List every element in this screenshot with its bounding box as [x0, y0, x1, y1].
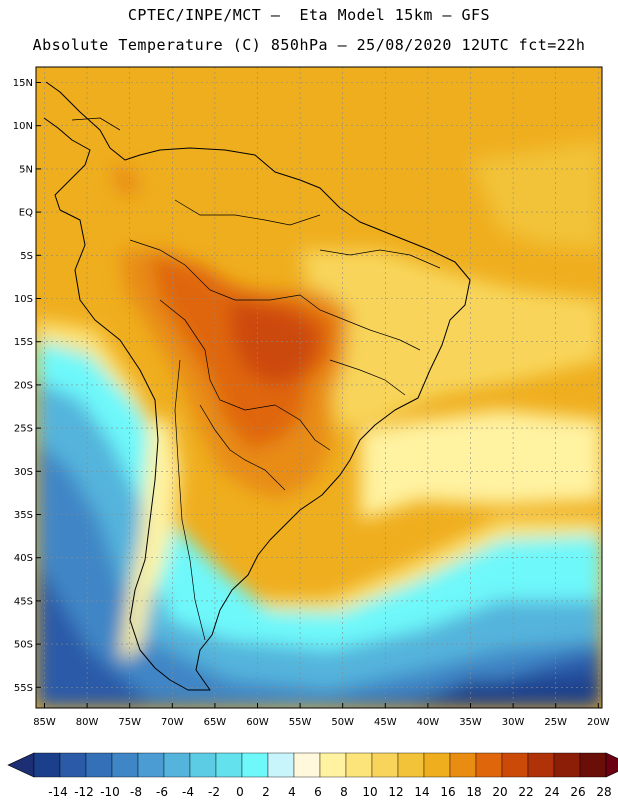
- colorbar-tick-label: -8: [130, 785, 142, 799]
- colorbar-swatch: [189, 752, 217, 778]
- colorbar-swatch: [371, 752, 399, 778]
- longitude-label: 65W: [204, 717, 227, 728]
- colorbar-tick-label: 22: [518, 785, 533, 799]
- colorbar-tick-label: 12: [388, 785, 403, 799]
- colorbar-swatch: [527, 752, 555, 778]
- colorbar-tick-label: -6: [156, 785, 168, 799]
- colorbar-swatch: [397, 752, 425, 778]
- latitude-label: 5S: [20, 251, 33, 262]
- colorbar-swatch: [59, 752, 87, 778]
- latitude-label: 10S: [14, 294, 33, 305]
- latitude-label: 15N: [13, 78, 33, 89]
- latitude-label: 50S: [14, 640, 33, 651]
- colorbar-swatch: [345, 752, 373, 778]
- colorbar-swatch: [215, 752, 243, 778]
- colorbar-tick-label: 0: [236, 785, 244, 799]
- longitude-label: 85W: [33, 717, 56, 728]
- colorbar-swatch: [319, 752, 347, 778]
- graticule: [36, 67, 602, 708]
- longitude-label: 55W: [289, 717, 312, 728]
- latitude-label: 55S: [14, 683, 33, 694]
- colorbar-tick-label: 2: [262, 785, 270, 799]
- colorbar-tick-label: 6: [314, 785, 322, 799]
- colorbar-tick-label: -14: [48, 785, 68, 799]
- coastline-outline: [43, 81, 471, 691]
- latitude-label: EQ: [19, 208, 33, 219]
- latitude-label: 35S: [14, 510, 33, 521]
- map-title-line-1: CPTEC/INPE/MCT – Eta Model 15km – GFS: [127, 6, 491, 24]
- map-title-line-2: Absolute Temperature (C) 850hPa – 25/08/…: [32, 36, 586, 54]
- longitude-label: 40W: [417, 717, 440, 728]
- longitude-label: 25W: [544, 717, 567, 728]
- longitude-labels: 85W 80W 75W 70W 65W 60W 55W 50W 45W 40W 35W 30W 25W 2…: [33, 703, 610, 728]
- colorbar-swatch: [33, 752, 61, 778]
- colorbar-tick-label: -2: [208, 785, 220, 799]
- colorbar-swatch: [553, 752, 581, 778]
- colorbar-tick-label: 14: [414, 785, 429, 799]
- latitude-label: 40S: [14, 553, 33, 564]
- colorbar-tick-label: 20: [492, 785, 507, 799]
- longitude-label: 30W: [502, 717, 525, 728]
- longitude-label: 70W: [161, 717, 184, 728]
- colorbar-swatch: [475, 752, 503, 778]
- longitude-label: 60W: [246, 717, 269, 728]
- colorbar-over-arrow: [605, 752, 618, 778]
- colorbar-swatch: [501, 752, 529, 778]
- map-frame: [35, 66, 603, 709]
- colorbar-tick-label: 28: [596, 785, 611, 799]
- latitude-label: 45S: [14, 596, 33, 607]
- latitude-label: 25S: [14, 424, 33, 435]
- colorbar-tick-label: -4: [182, 785, 194, 799]
- colorbar-tick-label: 8: [340, 785, 348, 799]
- latitude-label: 30S: [14, 467, 33, 478]
- colorbar-tick-label: 4: [288, 785, 296, 799]
- colorbar-swatch: [137, 752, 165, 778]
- temperature-field: [36, 67, 602, 708]
- colorbar-swatch: [111, 752, 139, 778]
- colorbar-swatch: [267, 752, 295, 778]
- colorbar-tick-label: 16: [440, 785, 455, 799]
- colorbar-under-arrow: [7, 752, 35, 778]
- latitude-labels: 15N 10N 5N EQ 5S 10S 15S 20S 25S 30S 35S 40S 45S 50S 5…: [13, 78, 41, 694]
- colorbar-tick-label: 24: [544, 785, 559, 799]
- latitude-label: 10N: [13, 121, 33, 132]
- colorbar-swatch: [449, 752, 477, 778]
- colorbar-tick-label: 10: [362, 785, 377, 799]
- longitude-label: 45W: [374, 717, 397, 728]
- country-borders: [129, 199, 441, 641]
- colorbar-tick-label: 26: [570, 785, 585, 799]
- longitude-label: 35W: [459, 717, 482, 728]
- colorbar-tick-label: -10: [100, 785, 120, 799]
- colorbar-tick-label: 18: [466, 785, 481, 799]
- colorbar-swatch: [241, 752, 269, 778]
- colorbar-swatch: [579, 752, 607, 778]
- longitude-label: 20W: [587, 717, 610, 728]
- latitude-label: 5N: [19, 164, 33, 175]
- colorbar-tick-label: -12: [74, 785, 94, 799]
- colorbar: -14 -12 -10 -8 -6 -4 -2 0 2 4 6 8 10 12 14 16 18 20 22 24 26…: [7, 752, 618, 799]
- colorbar-swatch: [293, 752, 321, 778]
- latitude-label: 20S: [14, 380, 33, 391]
- latitude-label: 15S: [14, 337, 33, 348]
- longitude-label: 50W: [331, 717, 354, 728]
- colorbar-swatch: [423, 752, 451, 778]
- longitude-label: 80W: [76, 717, 99, 728]
- colorbar-swatch: [163, 752, 191, 778]
- longitude-label: 75W: [118, 717, 141, 728]
- colorbar-swatch: [85, 752, 113, 778]
